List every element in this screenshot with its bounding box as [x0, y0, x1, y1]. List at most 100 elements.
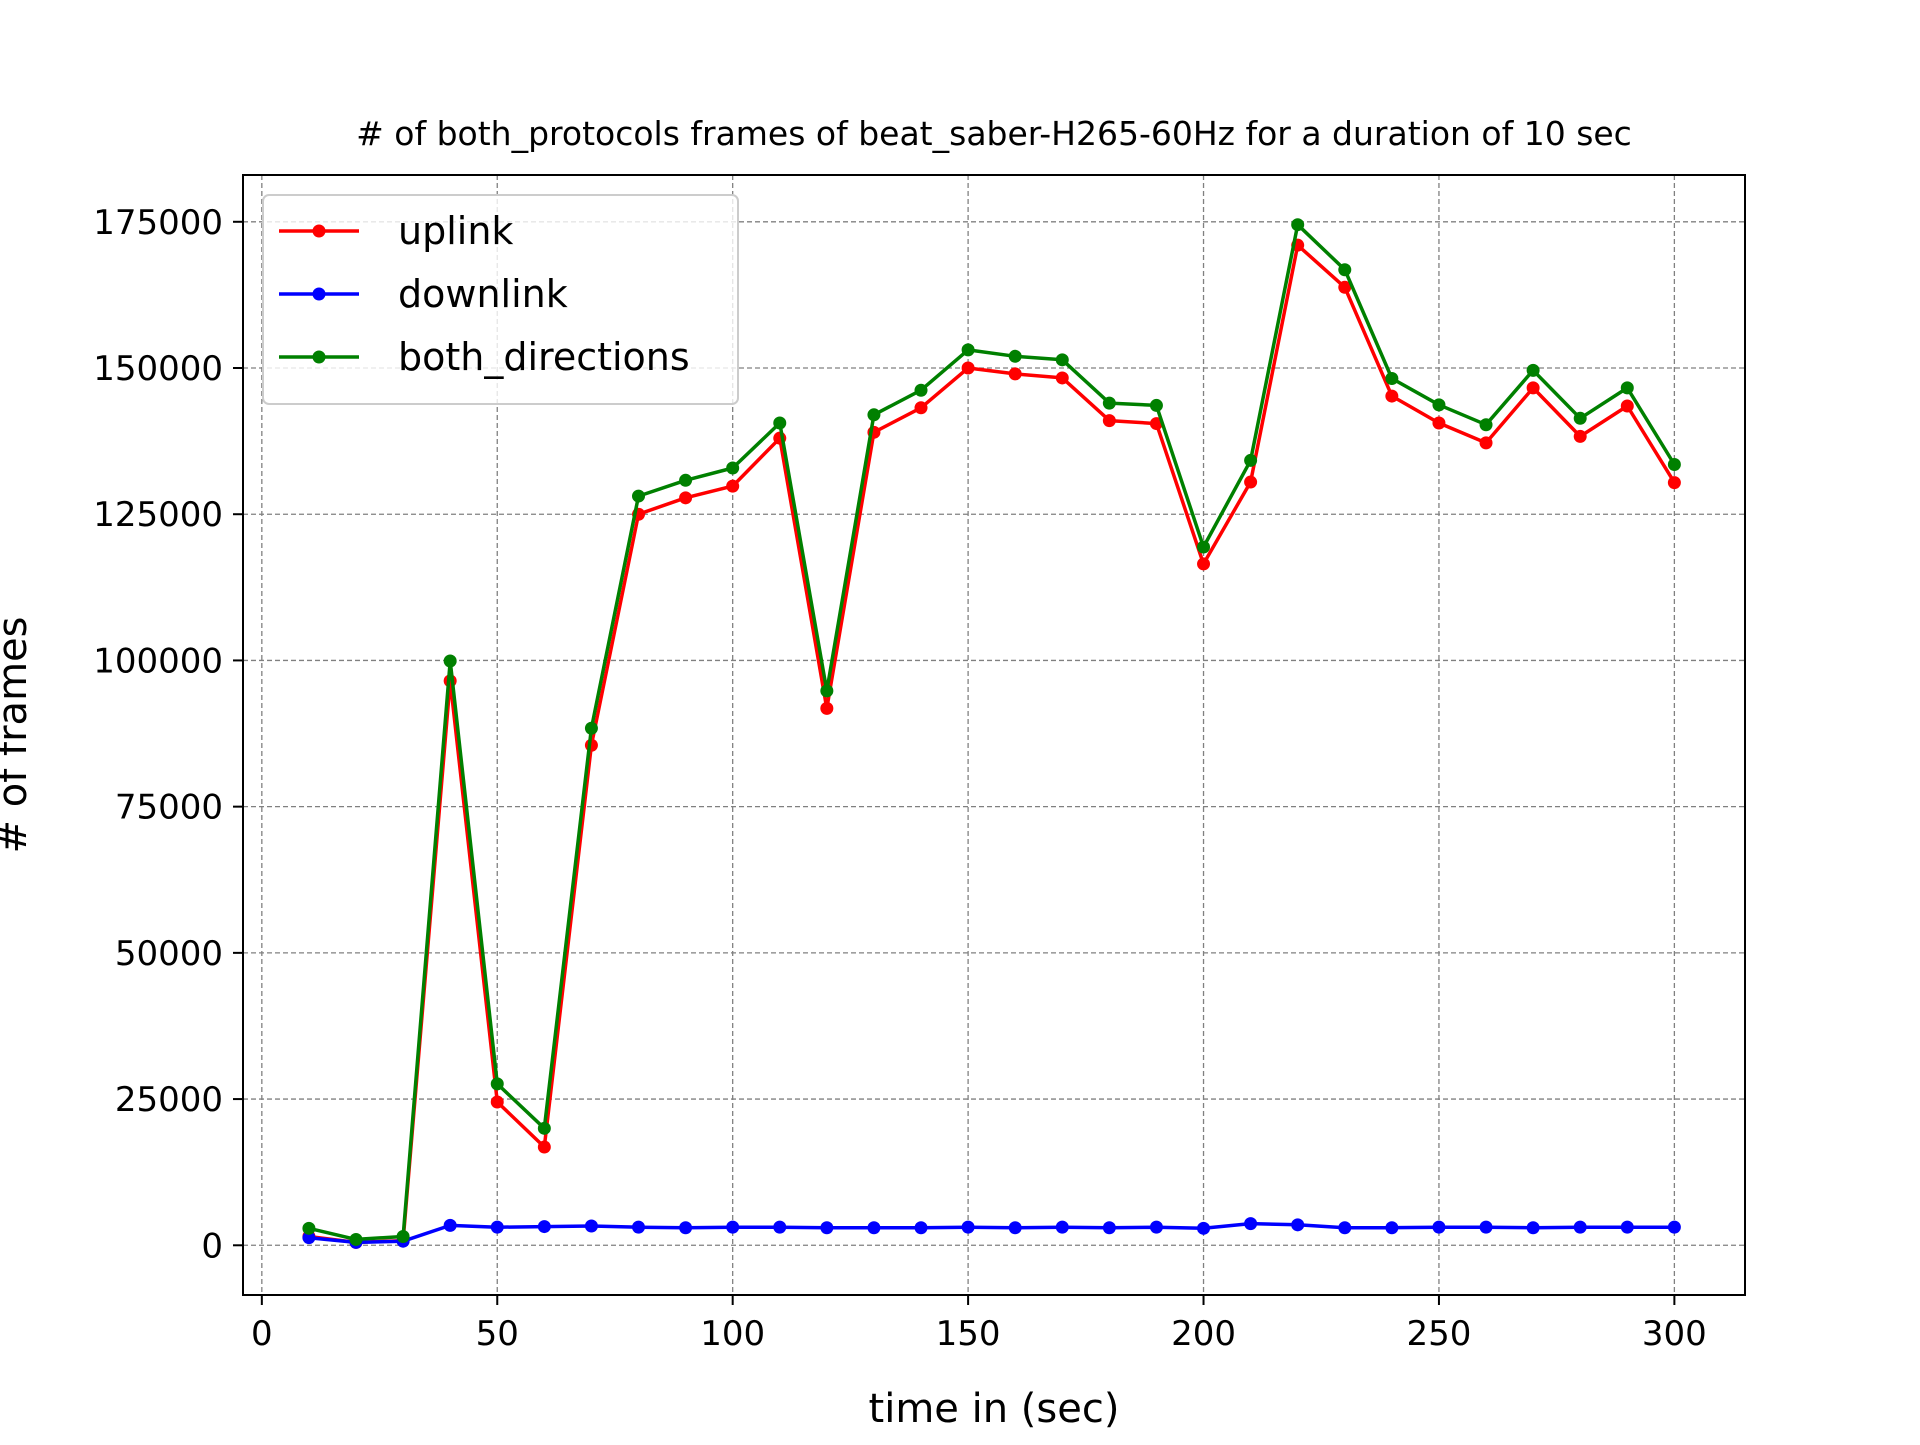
data-point-both_directions: [914, 383, 928, 397]
legend-item: downlink: [279, 272, 568, 316]
data-point-both_directions: [820, 684, 834, 698]
data-point-downlink: [867, 1221, 881, 1235]
data-point-both_directions: [773, 416, 787, 430]
x-tick-label: 150: [936, 1314, 1001, 1354]
data-point-both_directions: [1667, 458, 1681, 472]
data-point-both_directions: [1479, 418, 1493, 432]
data-point-both_directions: [679, 473, 693, 487]
chart-title: # of both_protocols frames of beat_saber…: [356, 114, 1632, 153]
data-point-uplink: [1479, 436, 1493, 450]
data-point-both_directions: [1102, 396, 1116, 410]
legend-label: uplink: [398, 209, 513, 253]
data-point-uplink: [1244, 475, 1258, 489]
series-line-uplink: [308, 243, 1676, 1245]
series-line-both_directions: [308, 222, 1676, 1242]
data-point-downlink: [1432, 1220, 1446, 1234]
data-point-downlink: [961, 1220, 975, 1234]
data-point-both_directions: [726, 461, 740, 475]
data-point-uplink: [1667, 476, 1681, 490]
y-tick-label: 100000: [93, 641, 223, 681]
legend-item: both_directions: [279, 335, 690, 379]
data-point-both_directions: [1291, 218, 1305, 232]
x-tick-label: 250: [1406, 1314, 1471, 1354]
data-point-downlink: [679, 1221, 693, 1235]
legend-swatch-marker: [312, 350, 326, 364]
data-point-uplink: [1102, 414, 1116, 428]
x-tick-label: 100: [700, 1314, 765, 1354]
data-point-uplink: [726, 479, 740, 493]
data-point-uplink: [490, 1095, 504, 1109]
data-point-downlink: [1197, 1221, 1211, 1235]
legend-item: uplink: [279, 209, 513, 253]
data-point-both_directions: [302, 1221, 316, 1235]
data-point-uplink: [1338, 280, 1352, 294]
data-point-downlink: [1667, 1220, 1681, 1234]
data-point-downlink: [537, 1220, 551, 1234]
data-point-both_directions: [1526, 363, 1540, 377]
data-point-uplink: [679, 491, 693, 505]
data-point-uplink: [1008, 367, 1022, 381]
y-tick-label: 150000: [93, 349, 223, 389]
data-point-downlink: [632, 1220, 646, 1234]
plot-frame: [242, 174, 1746, 1296]
data-point-downlink: [773, 1220, 787, 1234]
data-point-both_directions: [1149, 398, 1163, 412]
data-point-uplink: [1197, 557, 1211, 571]
legend-box: [262, 194, 739, 405]
legend-swatch-marker: [312, 287, 326, 301]
data-point-downlink: [726, 1220, 740, 1234]
data-point-both_directions: [1197, 540, 1211, 554]
data-point-both_directions: [1008, 349, 1022, 363]
data-point-downlink: [1338, 1221, 1352, 1235]
series-downlink: [302, 1217, 1681, 1249]
data-point-both_directions: [584, 721, 598, 735]
data-point-uplink: [1573, 429, 1587, 443]
data-point-downlink: [1620, 1220, 1634, 1234]
y-tick-label: 175000: [93, 203, 223, 243]
data-point-downlink: [490, 1220, 504, 1234]
y-tick-label: 50000: [115, 934, 223, 974]
x-axis-label: time in (sec): [869, 1386, 1120, 1432]
data-point-both_directions: [1620, 381, 1634, 395]
series-line-downlink: [308, 1221, 1675, 1245]
data-point-downlink: [1573, 1220, 1587, 1234]
data-point-downlink: [1244, 1217, 1258, 1231]
x-tick-label: 300: [1642, 1314, 1707, 1354]
series-both_directions: [302, 218, 1681, 1246]
data-point-both_directions: [961, 343, 975, 357]
y-tick-label: 0: [201, 1226, 223, 1266]
y-axis-label: # of frames: [0, 617, 36, 854]
series-layer: [302, 218, 1681, 1249]
data-point-uplink: [914, 401, 928, 415]
legend-label: both_directions: [398, 335, 690, 379]
data-point-uplink: [1620, 399, 1634, 413]
data-point-both_directions: [1432, 398, 1446, 412]
data-point-downlink: [1291, 1218, 1305, 1232]
data-point-both_directions: [490, 1077, 504, 1091]
data-point-downlink: [1102, 1221, 1116, 1235]
data-point-both_directions: [632, 489, 646, 503]
data-point-uplink: [1055, 371, 1069, 385]
data-point-downlink: [1149, 1220, 1163, 1234]
y-tick-label: 75000: [115, 788, 223, 828]
data-point-uplink: [1385, 389, 1399, 403]
data-point-uplink: [1432, 416, 1446, 430]
data-point-downlink: [1008, 1221, 1022, 1235]
data-point-both_directions: [396, 1230, 410, 1244]
data-point-both_directions: [443, 654, 457, 668]
data-point-downlink: [1055, 1220, 1069, 1234]
data-point-both_directions: [537, 1121, 551, 1135]
data-point-both_directions: [1338, 263, 1352, 277]
data-point-both_directions: [1244, 453, 1258, 467]
data-point-downlink: [1479, 1220, 1493, 1234]
y-tick-label: 25000: [115, 1080, 223, 1120]
legend: uplink downlink both_directions: [262, 194, 739, 405]
data-point-both_directions: [1055, 353, 1069, 367]
data-point-downlink: [443, 1218, 457, 1232]
data-point-uplink: [1526, 381, 1540, 395]
data-point-downlink: [1385, 1221, 1399, 1235]
data-point-both_directions: [349, 1232, 363, 1246]
data-point-downlink: [820, 1221, 834, 1235]
